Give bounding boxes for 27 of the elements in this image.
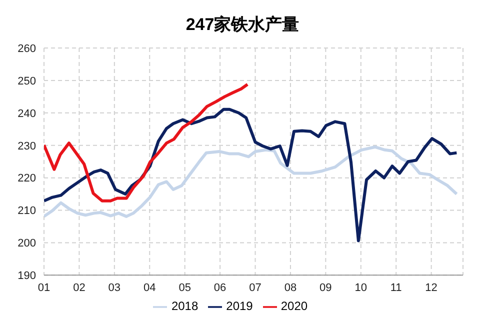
x-tick-label: 03 <box>108 282 121 294</box>
y-tick-label: 190 <box>18 270 36 282</box>
x-tick-label: 10 <box>354 282 368 294</box>
y-tick-label: 210 <box>18 205 36 218</box>
x-tick-label: 11 <box>390 282 402 294</box>
x-tick-label: 04 <box>144 282 156 294</box>
legend-label: 2019 <box>226 299 253 314</box>
y-tick-label: 240 <box>18 108 36 120</box>
x-tick-label: 06 <box>214 282 226 294</box>
x-tick-label: 08 <box>284 282 297 294</box>
y-tick-label: 260 <box>18 42 36 55</box>
line-series <box>44 145 458 218</box>
y-tick-label: 200 <box>18 238 36 250</box>
y-tick-label: 250 <box>18 75 36 88</box>
x-tick-label: 09 <box>320 282 332 294</box>
legend-label: 2020 <box>280 299 308 314</box>
y-tick-label: 220 <box>18 172 36 185</box>
chart-title: 247家铁水产量 <box>184 14 300 36</box>
x-tick-label: 07 <box>249 282 262 294</box>
line-series <box>44 108 458 242</box>
y-tick-label: 230 <box>18 140 36 152</box>
x-tick-label: 01 <box>38 282 50 294</box>
x-tick-label: 12 <box>425 282 438 294</box>
x-tick-label: 02 <box>73 282 86 294</box>
line-series <box>44 82 250 202</box>
x-tick-label: 05 <box>178 282 191 294</box>
legend-label: 2018 <box>171 299 198 314</box>
